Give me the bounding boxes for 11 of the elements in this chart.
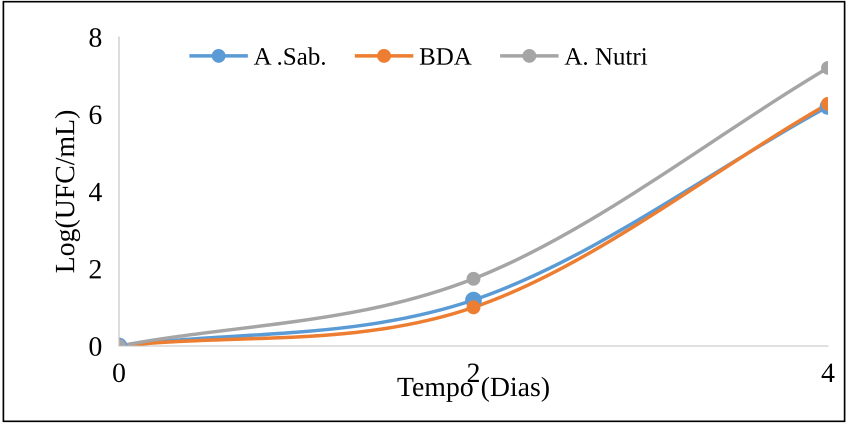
y-tick-label: 0 — [90, 337, 102, 356]
legend-label: BDA — [420, 48, 472, 65]
y-axis-title: Log(UFC/mL) — [54, 110, 80, 272]
y-tick-label: 4 — [88, 182, 102, 202]
y-tick-label: 8 — [90, 28, 102, 47]
x-tick-label: 0 — [113, 363, 125, 382]
legend-label: A .Sab. — [254, 47, 325, 65]
x-tick-label: 4 — [822, 364, 835, 382]
y-tick-label: 2 — [90, 260, 101, 278]
y-tick-label: 6 — [90, 105, 102, 124]
legend-label: A. Nutri — [564, 48, 648, 65]
